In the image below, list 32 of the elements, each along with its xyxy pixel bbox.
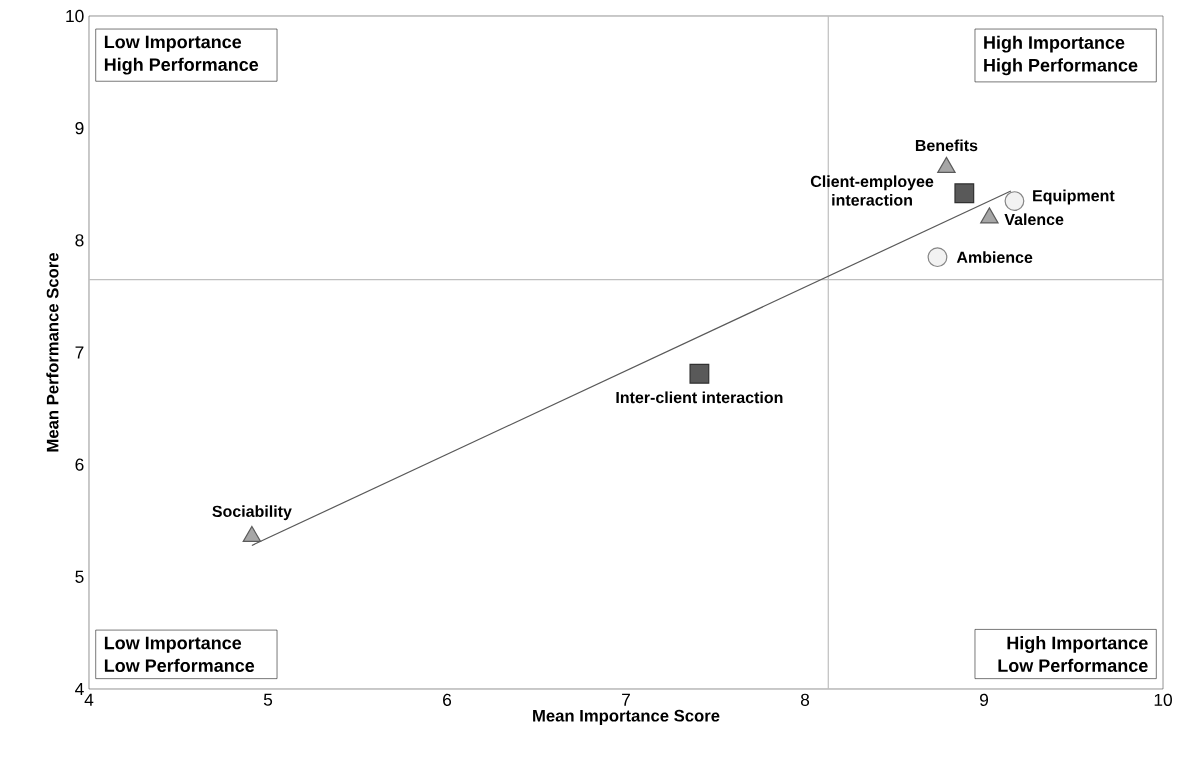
annotation: Client-employee interaction	[810, 175, 934, 206]
annotation: Low Importance Low Performance	[104, 636, 255, 672]
y-tick-label: 6	[75, 458, 84, 471]
x-tick-label: 8	[800, 693, 810, 706]
annotation: Sociability	[212, 505, 292, 521]
point	[242, 525, 262, 543]
annotation: High Importance Low Performance	[998, 636, 1148, 672]
annotation: Equipment	[1033, 189, 1115, 205]
annotation: High Importance High Performance	[984, 35, 1138, 76]
x-tick-label: 5	[263, 693, 273, 706]
x-axis-title: Mean Importance Score	[533, 709, 720, 725]
y-tick-label: 4	[75, 683, 84, 695]
annotation: Ambience	[956, 251, 1033, 264]
x-tick-label: 4	[84, 693, 94, 706]
x-tick-label: 7	[622, 693, 630, 706]
y-axis-title: Mean Performance Score	[46, 253, 59, 452]
point	[1004, 191, 1025, 211]
point	[927, 247, 948, 268]
x-tick-label: 9	[980, 693, 989, 706]
y-tick-label: 7	[75, 346, 84, 359]
y-tick-label: 9	[75, 122, 84, 135]
y-tick-label: 10	[66, 9, 84, 23]
point	[954, 183, 975, 204]
point	[689, 363, 710, 384]
annotation: Low Importance High Performance	[104, 35, 259, 75]
annotation: Valence	[1004, 213, 1064, 226]
annotation: Inter-client interaction	[616, 391, 783, 404]
y-tick-label: 5	[75, 570, 84, 583]
annotation: Benefits	[915, 139, 978, 152]
x-tick-label: 10	[1154, 693, 1172, 706]
y-tick-label: 8	[75, 234, 84, 247]
x-tick-label: 6	[443, 693, 452, 706]
